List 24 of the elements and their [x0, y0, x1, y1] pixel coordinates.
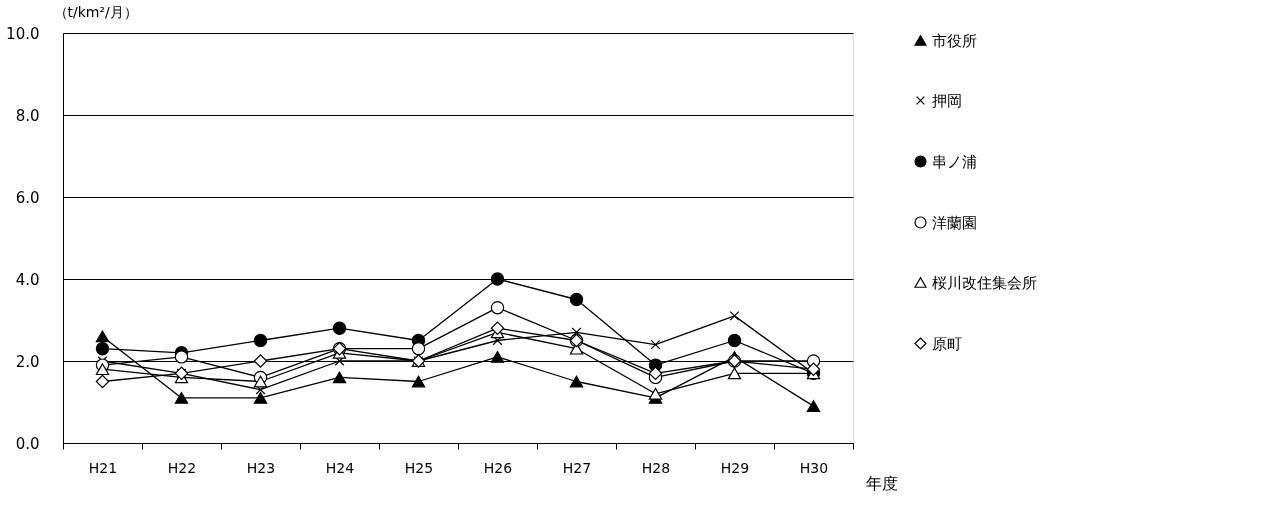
y-axis-title: （t/km²/月） — [53, 3, 138, 20]
legend-label: 桜川改住集会所 — [932, 273, 1037, 292]
x-tick-label: H23 — [246, 459, 276, 476]
x-tick-label: H22 — [167, 459, 197, 476]
y-tick-label: 6.0 — [15, 188, 40, 207]
x-tick-label: H27 — [562, 459, 592, 476]
x-tick-label: H21 — [88, 459, 118, 476]
x-axis-title: 年度 — [865, 473, 898, 493]
y-tick-label: 4.0 — [15, 270, 40, 289]
x-tick-label: H30 — [799, 459, 829, 476]
y-tick-label: 0.0 — [15, 434, 40, 453]
x-tick-label: H26 — [483, 459, 513, 476]
y-tick-label: 2.0 — [15, 352, 40, 371]
legend-label: 串ノ浦 — [932, 152, 977, 171]
x-tick-label: H29 — [720, 459, 750, 476]
y-tick-label: 8.0 — [15, 106, 40, 125]
legend-label: 市役所 — [932, 31, 977, 50]
y-tick-label: 10.0 — [6, 24, 40, 43]
legend-label: 原町 — [932, 334, 962, 353]
x-tick-label: H24 — [325, 459, 355, 476]
x-tick-label: H25 — [404, 459, 434, 476]
legend-label: 押岡 — [932, 91, 962, 110]
legend-label: 洋蘭園 — [932, 213, 977, 232]
x-tick-label: H28 — [641, 459, 671, 476]
